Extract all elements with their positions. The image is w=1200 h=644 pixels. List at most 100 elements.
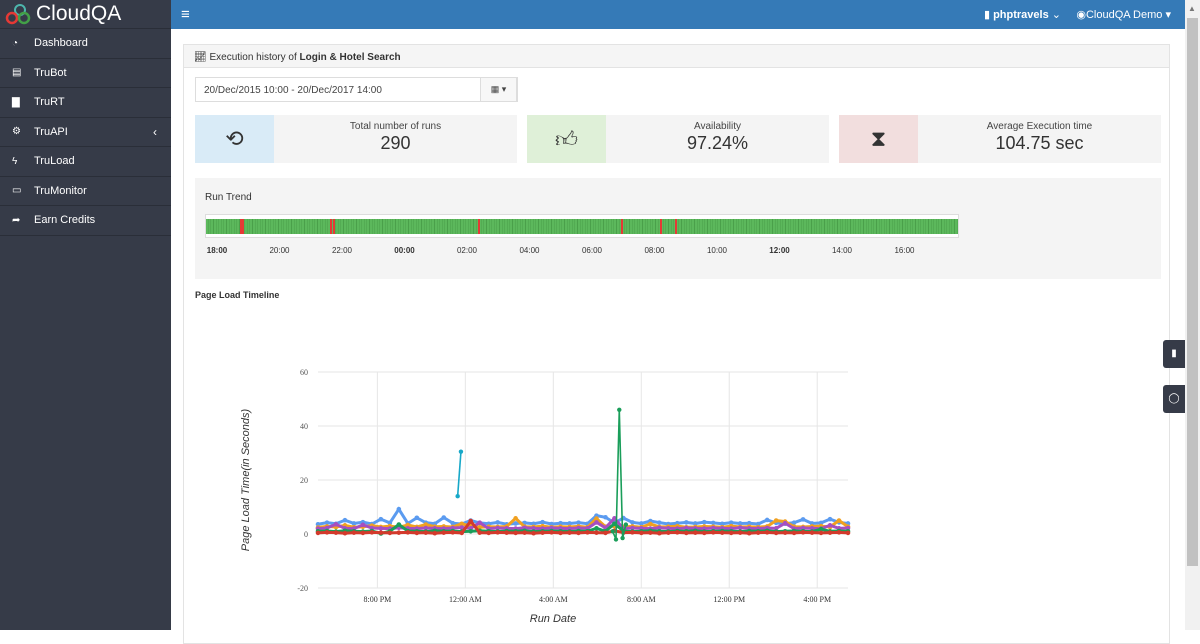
card-icon: ▤ (12, 67, 22, 79)
sidebar-item-dashboard[interactable]: ◔ Dashboard (0, 29, 171, 59)
scrollbar[interactable]: ▲ (1185, 0, 1200, 630)
scrollbar-thumb[interactable] (1187, 18, 1198, 566)
hamburger-menu-icon[interactable]: ≡ (181, 6, 190, 23)
calendar-dropdown-button[interactable]: ▦ ▾ (480, 77, 517, 102)
data-point (710, 530, 716, 535)
data-point (540, 519, 545, 525)
data-point (612, 516, 617, 521)
data-point (827, 516, 833, 522)
brand-name: CloudQA (36, 2, 122, 25)
data-point (809, 530, 815, 535)
data-point (396, 506, 402, 512)
data-point (369, 530, 375, 535)
data-point (585, 530, 590, 535)
history-icon: ⟲ (195, 115, 274, 163)
series-line-s1 (317, 506, 849, 526)
execution-history-panel: 📈︎ Execution history of Login & Hotel Se… (183, 44, 1170, 644)
page-load-chart: -20 0 20 40 60 8:00 PM 12:00 AM 4:00 AM 8:00 AM 1… (240, 368, 851, 625)
data-point (414, 515, 420, 521)
data-point (549, 530, 554, 535)
data-point (594, 516, 599, 521)
data-point (773, 530, 779, 536)
sidebar-item-trurt[interactable]: ▇ TruRT (0, 88, 171, 118)
data-point (737, 530, 743, 535)
data-point (468, 518, 474, 524)
run-trend-panel: Run Trend 18:00 20:00 22:00 00:00 02:00 04:00… (195, 178, 1161, 279)
failed-run-mark[interactable] (330, 219, 333, 234)
failed-run-mark[interactable] (239, 219, 242, 234)
cloudqa-logo-icon (5, 4, 31, 25)
data-point (405, 522, 411, 528)
data-point (692, 521, 698, 526)
panel-title-prefix: Execution history of (209, 52, 300, 63)
sidebar-item-truapi[interactable]: ⚙ TruAPI ‹ (0, 118, 171, 147)
sidebar-item-label: TruAPI (34, 125, 68, 138)
data-point (594, 526, 599, 531)
data-point (684, 520, 689, 525)
project-selector[interactable]: ▮ phptravels ⌄ (984, 8, 1061, 21)
data-point (378, 526, 384, 531)
dashboard-icon: ◔ (12, 37, 19, 49)
failed-run-mark[interactable] (478, 219, 481, 234)
failed-run-mark[interactable] (659, 219, 662, 234)
data-point (630, 525, 635, 531)
caret-down-icon: ▾ (1165, 9, 1171, 21)
y-tick-label: 40 (300, 422, 308, 431)
data-point (657, 520, 662, 525)
logo[interactable]: CloudQA (0, 0, 171, 29)
top-navbar: ≡ ▮ phptravels ⌄ ◉CloudQA Demo ▾ (171, 0, 1185, 29)
sidebar-item-earn-credits[interactable]: ➦ Earn Credits (0, 206, 171, 236)
data-point (827, 530, 833, 535)
sidebar-item-label: Earn Credits (34, 214, 96, 227)
data-point (666, 526, 671, 531)
scroll-up-icon[interactable]: ▲ (1188, 4, 1196, 13)
data-point (773, 518, 779, 523)
sidebar-item-trubot[interactable]: ▤ TruBot (0, 59, 171, 88)
x-axis-label: Run Date (530, 613, 576, 625)
run-trend-tick: 06:00 (581, 246, 603, 255)
hourglass-icon: ⧗ (839, 115, 918, 163)
failed-run-mark[interactable] (620, 219, 623, 234)
data-point (684, 530, 689, 536)
data-point (540, 530, 545, 535)
data-point (378, 530, 384, 535)
stat-label: Average Execution time (986, 121, 1093, 132)
data-point (531, 530, 536, 536)
data-point (639, 530, 644, 536)
data-point (360, 522, 366, 528)
docs-button[interactable]: ▮ (1163, 340, 1185, 368)
failed-run-mark[interactable] (333, 219, 336, 234)
data-point (800, 525, 806, 531)
data-point (333, 521, 339, 527)
data-point (836, 518, 842, 523)
data-point (324, 520, 330, 525)
x-tick-label: 12:00 AM (449, 595, 482, 604)
data-point (845, 530, 851, 536)
user-menu[interactable]: ◉CloudQA Demo ▾ (1076, 8, 1171, 21)
failed-run-mark[interactable] (675, 219, 678, 234)
data-point (701, 530, 707, 536)
thumbs-up-icon: 👍︎ (527, 115, 606, 163)
data-point (675, 530, 680, 535)
data-point (441, 530, 447, 535)
failed-run-mark[interactable] (242, 219, 245, 234)
data-point (657, 530, 662, 536)
bolt-icon: ϟ (12, 155, 18, 167)
run-trend-tick: 00:00 (394, 246, 415, 255)
date-range-picker[interactable]: 20/Dec/2015 10:00 - 20/Dec/2017 14:00 ▦ ▾ (195, 77, 518, 102)
data-point (351, 521, 357, 526)
y-tick-label: 60 (300, 368, 308, 377)
run-trend-bar[interactable] (205, 214, 959, 238)
chat-button[interactable]: ◯ (1163, 385, 1185, 413)
page-load-timeline-title: Page Load Timeline (195, 290, 280, 300)
data-point (423, 525, 429, 531)
data-point (719, 521, 725, 527)
sidebar-item-truload[interactable]: ϟ TruLoad (0, 147, 171, 177)
data-point (617, 407, 622, 412)
chevron-left-icon[interactable]: ‹ (153, 124, 157, 139)
run-trend-tick: 12:00 (769, 246, 790, 255)
x-tick-label: 8:00 AM (627, 595, 656, 604)
y-tick-label: 0 (304, 530, 308, 539)
sidebar-item-trumonitor[interactable]: ▭ TruMonitor (0, 177, 171, 206)
data-point (657, 525, 662, 531)
